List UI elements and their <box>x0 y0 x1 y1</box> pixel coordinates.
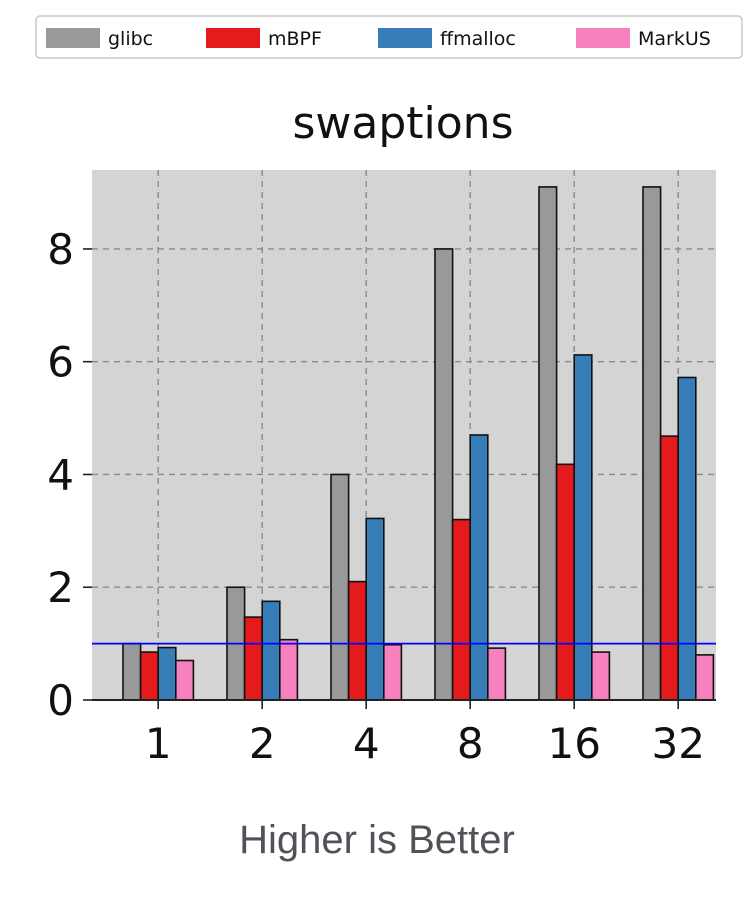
y-axis-ticks: 0 2 4 6 8 <box>47 225 92 725</box>
plot-area <box>92 170 716 700</box>
legend-label-mbpf: mBPF <box>268 28 322 50</box>
bar-mbpf-1 <box>139 651 160 701</box>
bar-markus-4 <box>382 643 403 701</box>
x-tick-label: 2 <box>249 719 276 768</box>
chart-title: swaptions <box>292 98 513 149</box>
bar-mbpf-16 <box>555 463 575 701</box>
legend-swatch-markus <box>576 28 630 48</box>
legend-swatch-ffmalloc <box>378 28 432 48</box>
bar-mbpf-32 <box>659 435 679 701</box>
bar-glibc-1 <box>122 642 142 701</box>
x-axis-ticks: 1 2 4 8 16 32 <box>145 700 705 768</box>
bar-ffmalloc-2 <box>261 600 281 701</box>
caption: Higher is Better <box>239 818 515 862</box>
bar-glibc-16 <box>538 186 558 701</box>
bar-markus-16 <box>590 651 611 701</box>
x-tick-label: 4 <box>353 719 380 768</box>
bar-ffmalloc-16 <box>573 354 593 701</box>
legend-swatch-glibc <box>46 28 100 48</box>
x-tick-label: 8 <box>457 719 484 768</box>
legend-label-markus: MarkUS <box>638 28 711 50</box>
bar-glibc-4 <box>330 473 350 701</box>
bar-mbpf-8 <box>451 518 472 701</box>
bar-mbpf-2 <box>243 616 264 701</box>
bar-glibc-8 <box>434 248 454 701</box>
legend-label-glibc: glibc <box>108 28 153 50</box>
legend: glibc mBPF ffmalloc MarkUS <box>35 15 743 59</box>
bar-ffmalloc-8 <box>469 434 489 701</box>
bar-chart: glibc mBPF ffmalloc MarkUS swaptions 02468 … <box>35 15 743 768</box>
x-tick-label: 16 <box>547 719 600 768</box>
y-tick-label: 6 <box>47 338 74 387</box>
legend-swatch-mbpf <box>206 28 260 48</box>
x-tick-label: 32 <box>651 719 704 768</box>
bar-glibc-32 <box>642 186 662 701</box>
y-tick-label: 2 <box>47 563 74 612</box>
bar-markus-2 <box>278 638 299 701</box>
bar-markus-8 <box>486 647 507 701</box>
y-tick-label: 0 <box>47 676 74 725</box>
y-tick-label: 4 <box>47 450 74 499</box>
bar-mbpf-4 <box>347 580 368 701</box>
legend-label-ffmalloc: ffmalloc <box>440 28 516 50</box>
bar-markus-1 <box>175 659 195 701</box>
bar-markus-32 <box>694 654 715 701</box>
y-tick-label: 8 <box>47 225 74 274</box>
bar-ffmalloc-32 <box>677 376 697 701</box>
bar-ffmalloc-1 <box>157 646 177 701</box>
bar-ffmalloc-4 <box>365 517 385 701</box>
bars <box>122 186 715 701</box>
x-tick-label: 1 <box>145 719 172 768</box>
